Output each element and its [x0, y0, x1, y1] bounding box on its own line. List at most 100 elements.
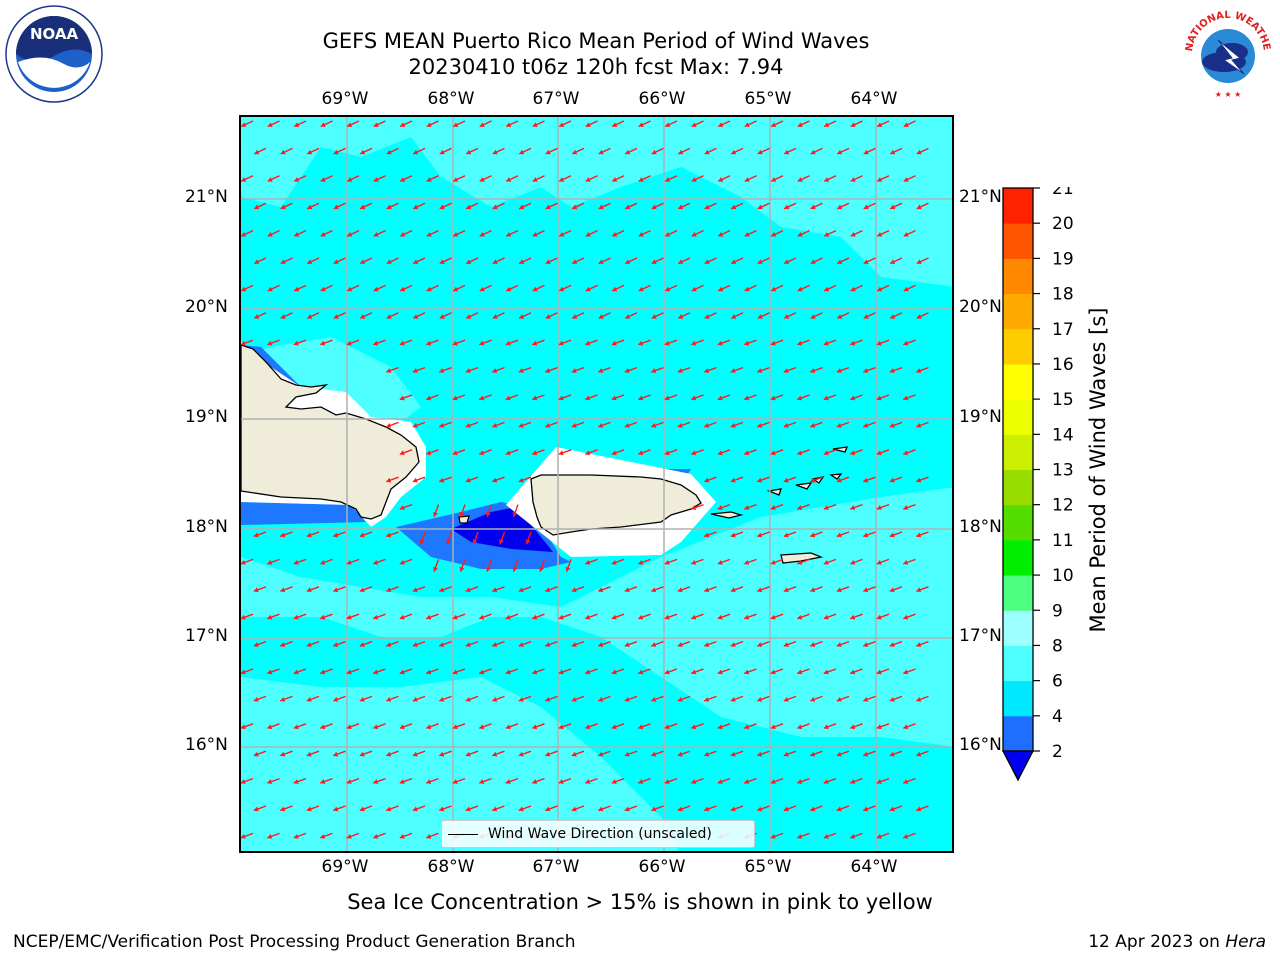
map-legend: Wind Wave Direction (unscaled) — [441, 820, 755, 848]
wind-arrow-head — [770, 505, 776, 511]
wind-arrow-head — [386, 477, 392, 483]
wind-arrow-head — [280, 259, 286, 265]
wind-arrow-head — [306, 806, 312, 812]
wind-arrow-head — [280, 806, 286, 812]
wind-arrow-head — [453, 177, 459, 182]
wind-arrow-head — [771, 177, 777, 182]
wind-arrow-head — [359, 696, 365, 702]
colorbar-segment — [1003, 328, 1033, 365]
wind-arrow-head — [810, 751, 816, 757]
wind-arrow-head — [863, 204, 869, 210]
lon-label-top: 65°W — [744, 89, 792, 109]
wind-arrow-head — [267, 559, 273, 565]
wind-arrow-head — [771, 286, 777, 292]
wind-arrow-head — [744, 231, 750, 237]
wind-arrow-head — [611, 669, 617, 675]
wind-arrow-head — [797, 779, 803, 785]
wind-arrow-head — [347, 177, 353, 182]
wind-arrow-head — [704, 642, 710, 648]
wind-arrow-head — [452, 779, 458, 785]
svg-text:★ ★ ★: ★ ★ ★ — [1215, 90, 1242, 99]
wind-arrow-head — [426, 669, 432, 675]
wind-arrow-head — [545, 422, 551, 428]
wind-arrow-head — [452, 724, 458, 730]
wind-arrow-head — [757, 642, 763, 648]
wind-arrow-head — [267, 231, 273, 237]
wind-arrow-head — [783, 642, 789, 648]
wind-arrow-head — [253, 532, 259, 538]
lon-label-bottom: 68°W — [427, 857, 475, 877]
wind-arrow-head — [823, 779, 829, 785]
colorbar: 2 4 6 8 9 10 11 12 13 14 15 16 17 18 19 20 21 — [1000, 179, 1090, 787]
wind-arrow-head — [439, 806, 445, 812]
wind-arrow-head — [718, 122, 724, 128]
wind-arrow-head — [346, 614, 352, 620]
wind-arrow-head — [889, 696, 895, 702]
wind-arrow-head — [784, 314, 790, 319]
map-panel: Wind Wave Direction (unscaled) — [239, 115, 954, 853]
wind-arrow-head — [386, 532, 392, 538]
colorbar-tick-label: 12 — [1052, 496, 1074, 516]
wind-arrow-head — [877, 122, 883, 128]
wind-arrow-head — [320, 231, 326, 237]
wind-arrow-head — [770, 614, 776, 620]
colorbar-segment — [1003, 645, 1033, 682]
wind-arrow-head — [598, 204, 604, 210]
anguilla — [832, 446, 849, 453]
wind-arrow-head — [386, 368, 392, 374]
wind-arrow-head — [598, 587, 604, 593]
wind-arrow-head — [876, 559, 882, 565]
wind-arrow-head — [492, 751, 498, 757]
wind-arrow-head — [465, 422, 471, 428]
wind-arrow-head — [452, 450, 458, 456]
wind-arrow-head — [612, 122, 618, 128]
wind-arrow-head — [611, 724, 617, 730]
wind-arrow-head — [704, 149, 710, 155]
wind-arrow-head — [704, 751, 710, 757]
wind-arrow-head — [863, 696, 869, 702]
wind-arrow-head — [400, 177, 406, 182]
wind-arrow-head — [280, 532, 286, 538]
wind-arrow-head — [479, 395, 485, 401]
wind-arrow-head — [545, 368, 551, 374]
wind-arrow-head — [479, 669, 485, 675]
wind-arrow-head — [598, 422, 604, 428]
wind-arrow-head — [664, 779, 670, 785]
wind-arrow-head — [426, 395, 432, 401]
wind-arrow-head — [823, 669, 829, 675]
wind-arrow-head — [373, 614, 379, 620]
wind-arrow-head — [466, 314, 472, 319]
wind-arrow-head — [241, 286, 247, 292]
wind-arrow-head — [823, 450, 829, 456]
wind-arrow-head — [704, 204, 710, 210]
wind-arrow-head — [532, 724, 538, 730]
wind-arrow-head — [571, 696, 577, 702]
wind-arrow-head — [433, 511, 438, 517]
wind-arrow-head — [730, 642, 736, 648]
wind-arrow-head — [704, 696, 710, 702]
vieques — [710, 511, 744, 519]
wind-arrow-head — [412, 477, 418, 483]
wind-arrow-head — [876, 505, 882, 511]
wind-arrow-head — [293, 559, 299, 565]
wind-arrow-head — [744, 450, 750, 456]
lat-label-left: 20°N — [185, 297, 228, 317]
colorbar-tick-label: 17 — [1052, 320, 1074, 340]
colorbar-tick-label: 21 — [1052, 187, 1074, 199]
wind-arrow-head — [479, 779, 485, 785]
wind-arrow-head — [744, 779, 750, 785]
wind-arrow-head — [241, 724, 246, 730]
wind-arrow-head — [757, 149, 763, 155]
wind-arrow-head — [810, 368, 816, 374]
wind-arrow-head — [241, 177, 247, 182]
wind-arrow-head — [691, 177, 697, 182]
wind-arrow-head — [505, 669, 511, 675]
wind-arrow-head — [877, 286, 883, 292]
wind-arrow-head — [903, 450, 909, 456]
wind-arrow-head — [903, 340, 909, 346]
wind-arrow-head — [479, 450, 485, 456]
wind-arrow-head — [412, 806, 418, 812]
wind-arrow-head — [333, 204, 339, 210]
wind-arrow-head — [505, 450, 511, 456]
wind-arrow-head — [386, 806, 392, 812]
